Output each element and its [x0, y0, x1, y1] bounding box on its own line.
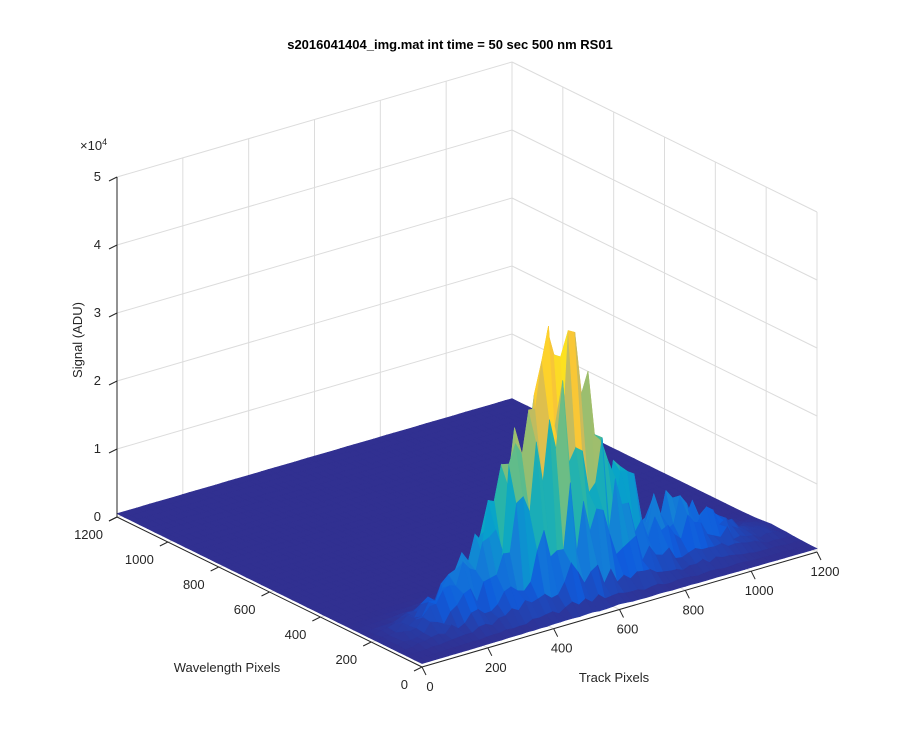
x-tick-label: 400	[551, 641, 573, 656]
grid-line	[511, 129, 818, 281]
z-tick-mark	[108, 516, 118, 522]
axis-lines	[108, 176, 822, 676]
x-tick-mark	[553, 628, 559, 637]
y-tick-mark	[159, 541, 169, 547]
x-tick-mark	[619, 609, 624, 618]
grid-line	[511, 197, 818, 349]
grid-line	[116, 61, 513, 178]
grid-line	[511, 61, 818, 213]
x-tick-label: 600	[617, 622, 639, 637]
x-tick-mark	[421, 666, 427, 676]
x-tick-label: 1200	[811, 564, 840, 579]
z-tick-label: 4	[94, 237, 101, 252]
y-tick-label: 400	[285, 627, 307, 642]
z-tick-mark	[108, 312, 118, 318]
z-tick-mark	[108, 380, 118, 386]
y-tick-mark	[210, 566, 219, 572]
x-tick-label: 200	[485, 660, 507, 675]
x-tick-mark	[487, 647, 493, 657]
chart-title: s2016041404_img.mat int time = 50 sec 50…	[287, 37, 613, 52]
z-axis-label: Signal (ADU)	[70, 302, 85, 378]
surface-cell	[801, 544, 818, 551]
z-tick-mark	[108, 244, 118, 250]
y-tick-mark	[312, 616, 321, 622]
z-tick-label: 2	[94, 373, 101, 388]
y-tick-label: 200	[335, 652, 357, 667]
z-tick-label: 3	[94, 305, 101, 320]
y-tick-label: 0	[401, 677, 408, 692]
z-tick-mark	[108, 448, 118, 454]
tick-labels: 0200400600800100012000200400600800100012…	[74, 169, 839, 694]
x-tick-mark	[750, 570, 756, 580]
y-tick-label: 1200	[74, 527, 103, 542]
x-tick-label: 0	[426, 679, 433, 694]
grid-line	[116, 265, 513, 382]
z-tick-label: 1	[94, 441, 101, 456]
y-tick-label: 800	[183, 577, 205, 592]
grid-line	[116, 197, 513, 314]
y-tick-label: 600	[234, 602, 256, 617]
grid-line	[511, 265, 818, 417]
grid-line	[116, 333, 513, 450]
surface-mesh	[116, 326, 818, 664]
y-tick-mark	[413, 666, 423, 672]
z-exponent-label: ×104	[80, 137, 107, 153]
y-tick-mark	[362, 641, 372, 647]
grid-line	[116, 129, 513, 246]
z-tick-label: 5	[94, 169, 101, 184]
y-tick-label: 1000	[125, 552, 154, 567]
y-tick-mark	[261, 591, 270, 597]
x-tick-mark	[684, 590, 690, 599]
x-tick-mark	[816, 551, 822, 561]
x-tick-label: 800	[682, 602, 704, 617]
z-tick-label: 0	[94, 509, 101, 524]
y-axis-label: Wavelength Pixels	[174, 660, 281, 675]
z-tick-mark	[108, 176, 118, 182]
x-tick-label: 1000	[745, 583, 774, 598]
x-axis-label: Track Pixels	[579, 670, 650, 685]
